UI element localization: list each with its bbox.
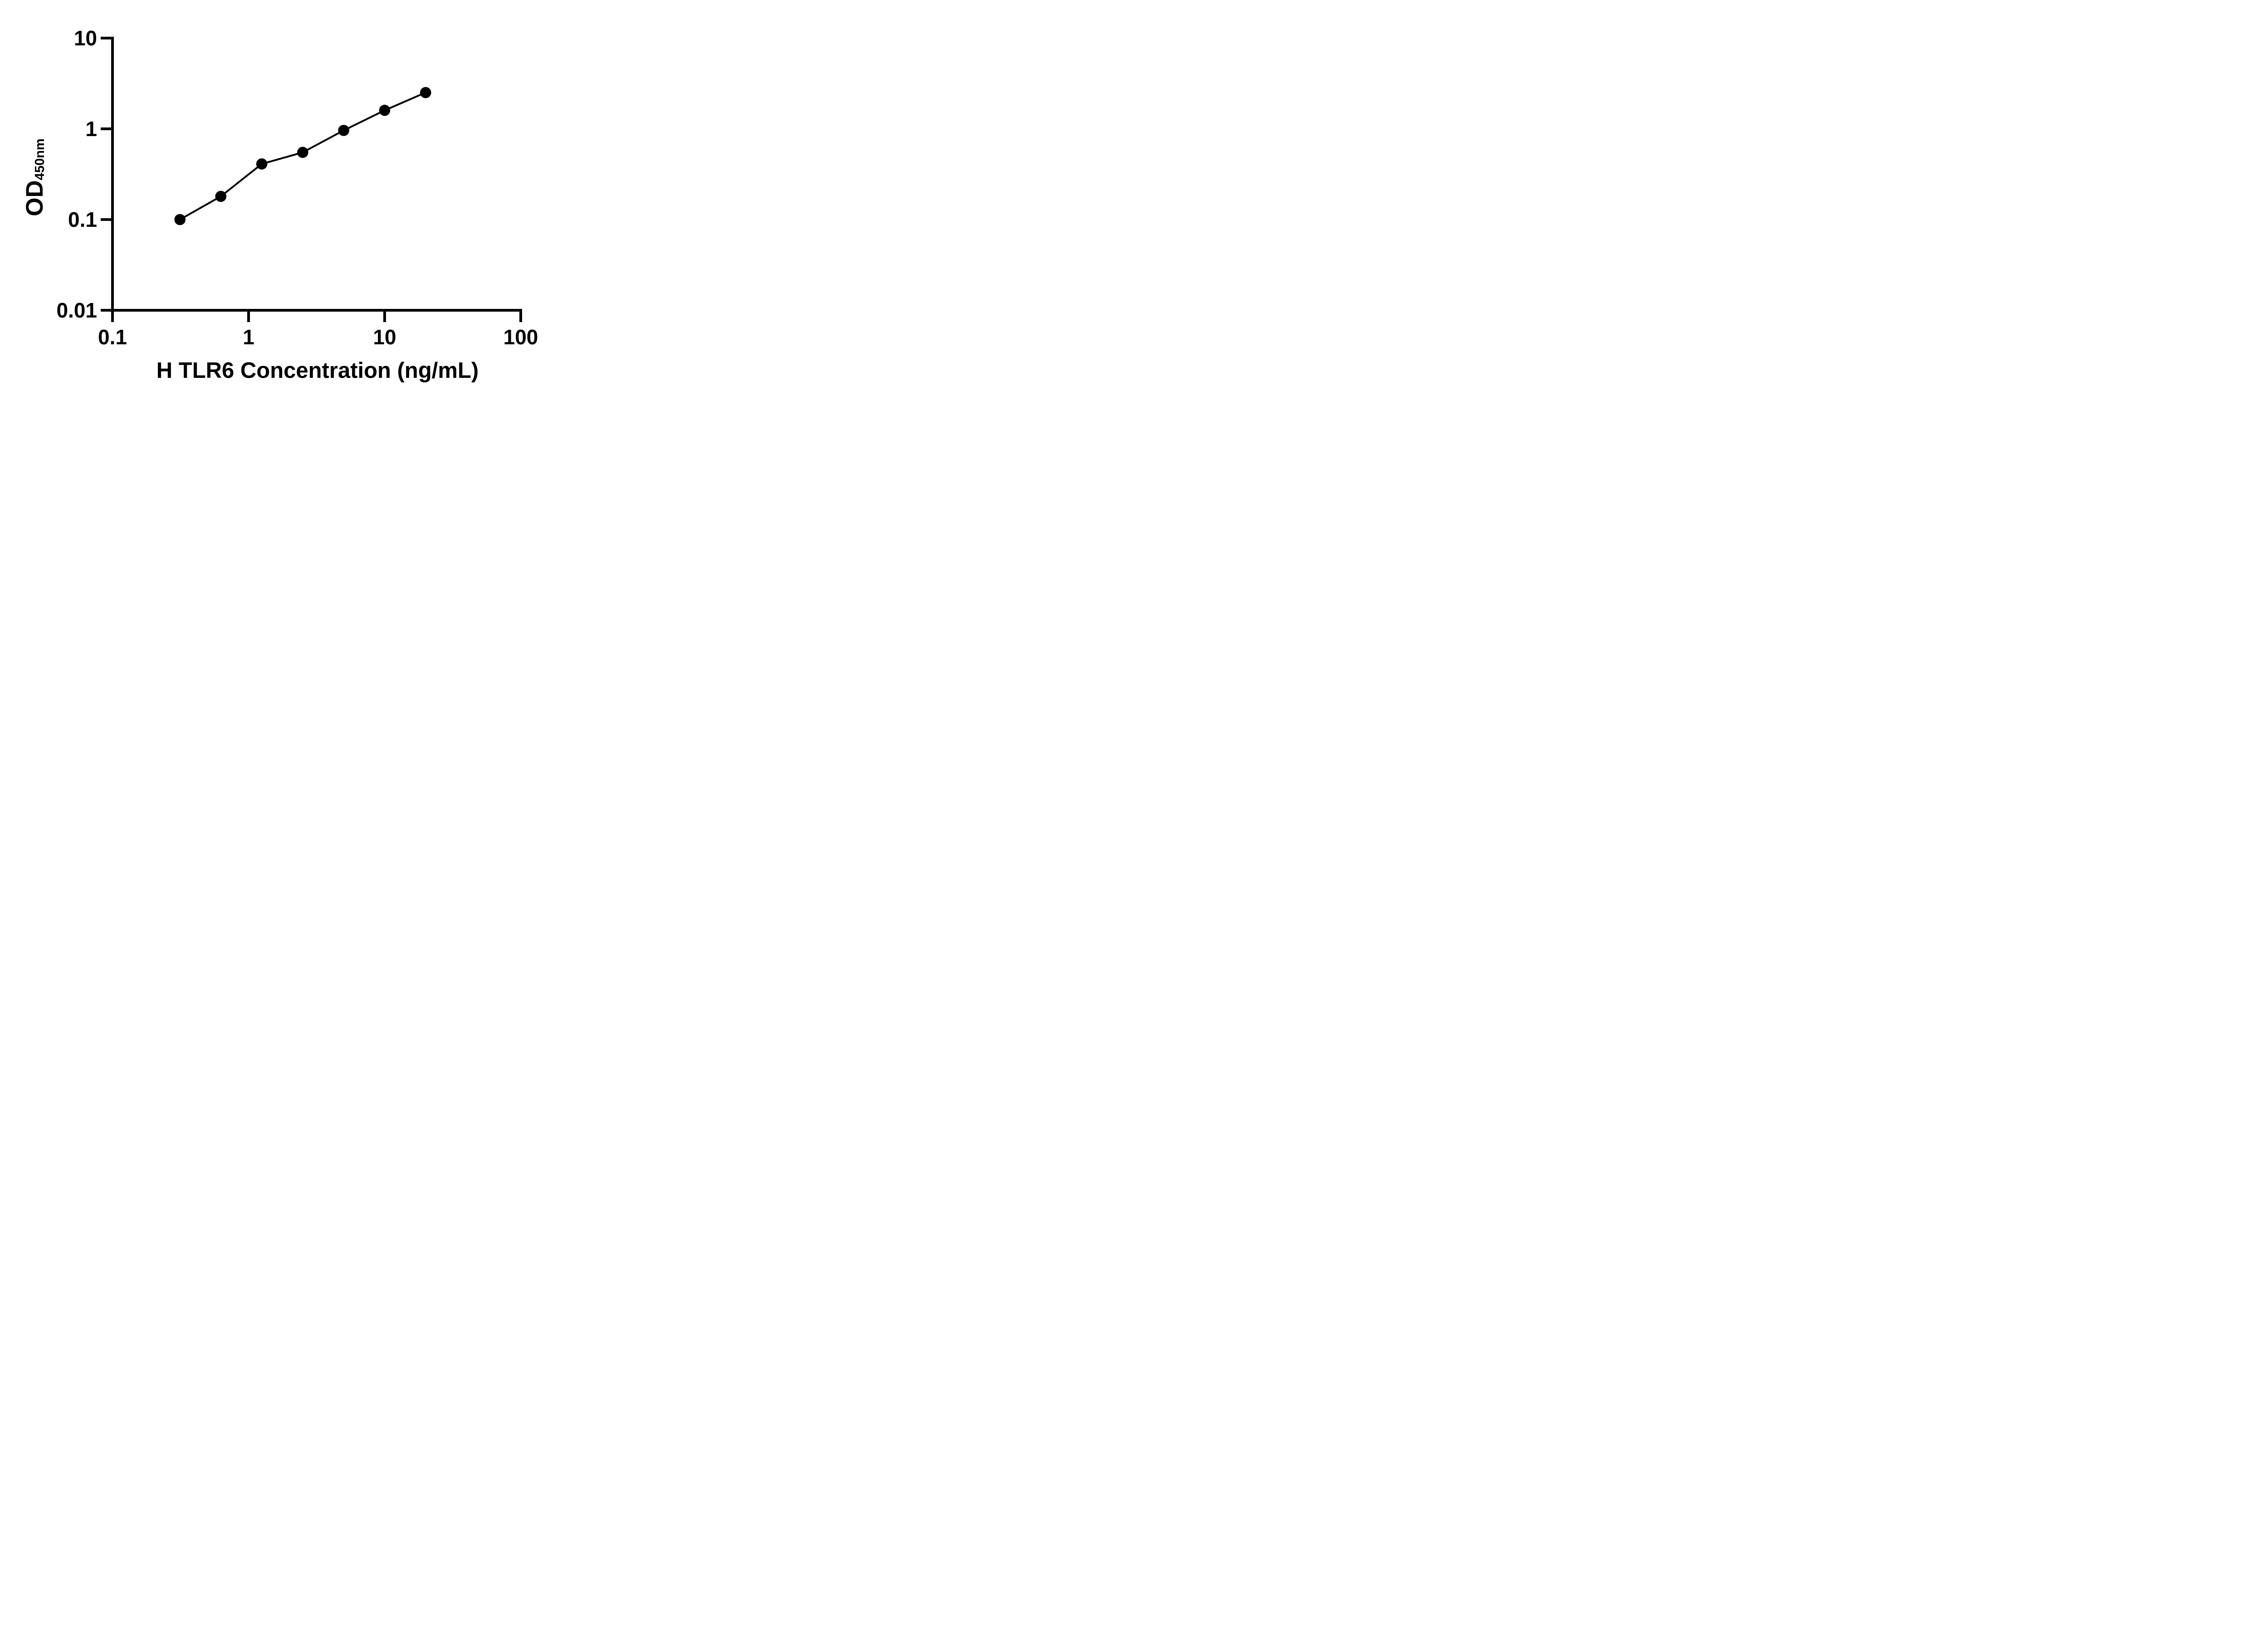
x-axis-title: H TLR6 Concentration (ng/mL): [156, 358, 479, 383]
data-point-marker: [174, 214, 186, 225]
data-point-marker: [338, 125, 349, 136]
x-axis-tick-label: 100: [503, 325, 538, 349]
y-axis-tick-label: 0.1: [68, 208, 97, 231]
y-axis-title-main: OD: [21, 180, 48, 216]
y-axis-tick-label: 1: [85, 117, 97, 141]
y-axis-tick-label: 10: [74, 26, 97, 50]
y-axis-title: OD450nm: [21, 138, 48, 216]
axes-layer: [101, 37, 522, 322]
data-point-marker: [215, 191, 227, 202]
data-point-marker: [256, 158, 268, 170]
x-axis-tick-label: 0.1: [98, 325, 127, 349]
data-point-marker: [420, 87, 431, 98]
x-axis-tick-label: 1: [243, 325, 254, 349]
elisa-standard-curve-figure: 0.01 0.1 1 10 0.1 1 10 100 H TLR6 Concentration…: [0, 0, 583, 408]
data-point-marker: [379, 104, 391, 116]
series-layer: [174, 87, 431, 225]
y-axis-title-subscript: 450nm: [33, 138, 47, 180]
x-axis-tick-label: 10: [373, 325, 396, 349]
data-point-marker: [297, 147, 308, 158]
y-axis-tick-label: 0.01: [56, 298, 97, 322]
